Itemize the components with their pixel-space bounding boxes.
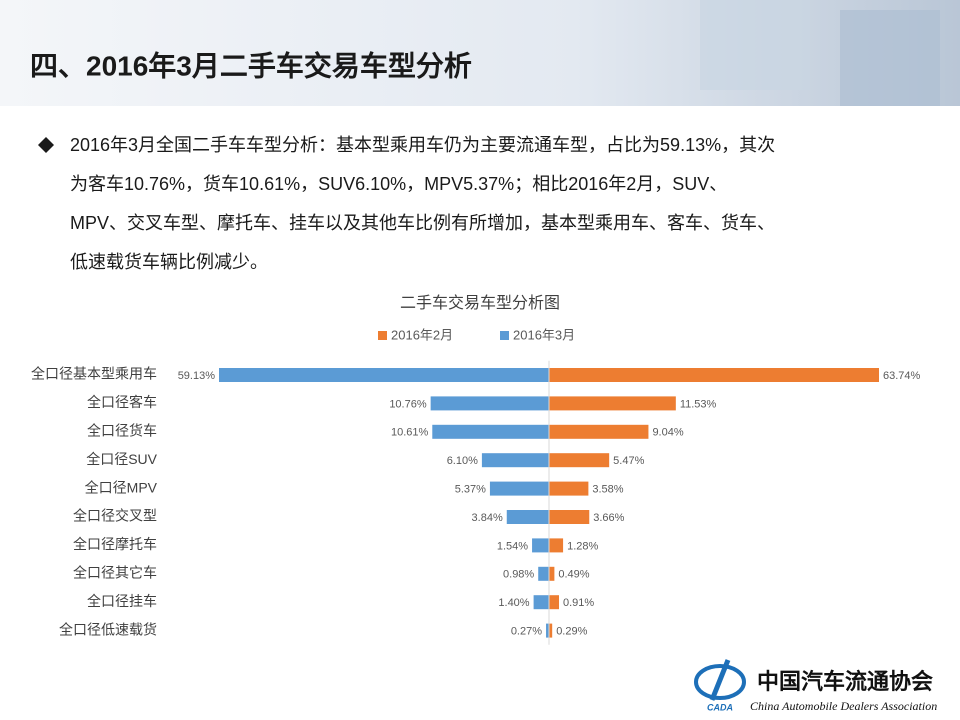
value-label: 3.66% [593, 512, 624, 524]
bars [219, 368, 879, 638]
bullet-marker [38, 137, 54, 153]
legend-swatch [378, 331, 387, 340]
header-cube [840, 10, 940, 106]
value-label: 1.54% [497, 540, 528, 552]
value-label: 1.40% [498, 597, 529, 609]
slide-title: 四、2016年3月二手车交易车型分析 [30, 49, 472, 81]
value-label: 59.13% [178, 370, 216, 382]
legend-swatch [500, 331, 509, 340]
bar [533, 595, 549, 610]
value-label: 0.49% [558, 569, 589, 581]
value-label: 9.04% [652, 427, 683, 439]
bar [549, 623, 553, 638]
bar [549, 510, 590, 524]
value-label: 1.28% [567, 540, 598, 552]
logo-icon [694, 664, 746, 700]
value-label: 0.98% [503, 569, 534, 581]
bar [430, 396, 549, 411]
logo-english: China Automobile Dealers Association [750, 699, 937, 713]
bar [549, 424, 649, 439]
bar [549, 396, 676, 411]
value-label: 6.10% [447, 455, 478, 467]
bar [549, 368, 879, 382]
category-label: 全口径客车 [87, 394, 157, 410]
bar [549, 453, 610, 468]
value-label: 0.91% [563, 597, 594, 609]
logo-abbr: CADA [707, 702, 733, 712]
value-label: 0.27% [511, 626, 542, 638]
bar [432, 424, 549, 439]
category-label: 全口径交叉型 [73, 508, 157, 524]
value-label: 11.53% [680, 398, 717, 410]
value-label: 5.47% [613, 455, 644, 467]
category-label: 全口径低速载货 [59, 621, 157, 637]
category-label: 全口径SUV [86, 451, 157, 467]
bar [219, 368, 549, 382]
legend-label: 2016年3月 [513, 327, 575, 342]
value-label: 5.37% [455, 484, 486, 496]
bullet-line: 为客车10.76%，货车10.61%，SUV6.10%，MPV5.37%；相比2… [70, 174, 727, 194]
logo-icon [709, 659, 731, 701]
value-label: 63.74% [883, 370, 921, 382]
bullet: 2016年3月全国二手车车型分析：基本型乘用车仍为主要流通车型，占比为59.13… [38, 135, 775, 272]
value-label: 3.84% [472, 512, 503, 524]
value-label: 10.61% [391, 427, 429, 439]
category-label: 全口径摩托车 [73, 536, 157, 552]
category-label: 全口径货车 [87, 423, 157, 439]
bar [546, 623, 549, 638]
bar [532, 538, 549, 553]
bar [549, 566, 555, 581]
bar [549, 538, 564, 553]
header-cube [700, 0, 810, 90]
value-label: 3.58% [592, 484, 623, 496]
logo-name: 中国汽车流通协会 [757, 669, 933, 694]
category-label: 全口径MPV [85, 479, 158, 495]
bar [538, 566, 549, 581]
bar [506, 510, 549, 524]
legend-label: 2016年2月 [391, 327, 453, 342]
logo: CADA 中国汽车流通协会 China Automobile Dealers A… [694, 659, 937, 713]
bar [481, 453, 549, 468]
category-label: 全口径其它车 [73, 565, 157, 581]
bullet-line: 低速载货车辆比例减少。 [70, 252, 268, 272]
value-label: 0.29% [556, 626, 587, 638]
bullet-line: 2016年3月全国二手车车型分析：基本型乘用车仍为主要流通车型，占比为59.13… [70, 135, 775, 155]
chart-title: 二手车交易车型分析图 [400, 294, 560, 312]
bar [489, 481, 549, 496]
category-label: 全口径基本型乘用车 [31, 366, 157, 382]
bullet-line: MPV、交叉车型、摩托车、挂车以及其他车比例有所增加，基本型乘用车、客车、货车、 [70, 213, 775, 233]
category-label: 全口径挂车 [87, 593, 157, 609]
bar [549, 481, 589, 496]
bar [549, 595, 560, 610]
value-label: 10.76% [389, 398, 427, 410]
